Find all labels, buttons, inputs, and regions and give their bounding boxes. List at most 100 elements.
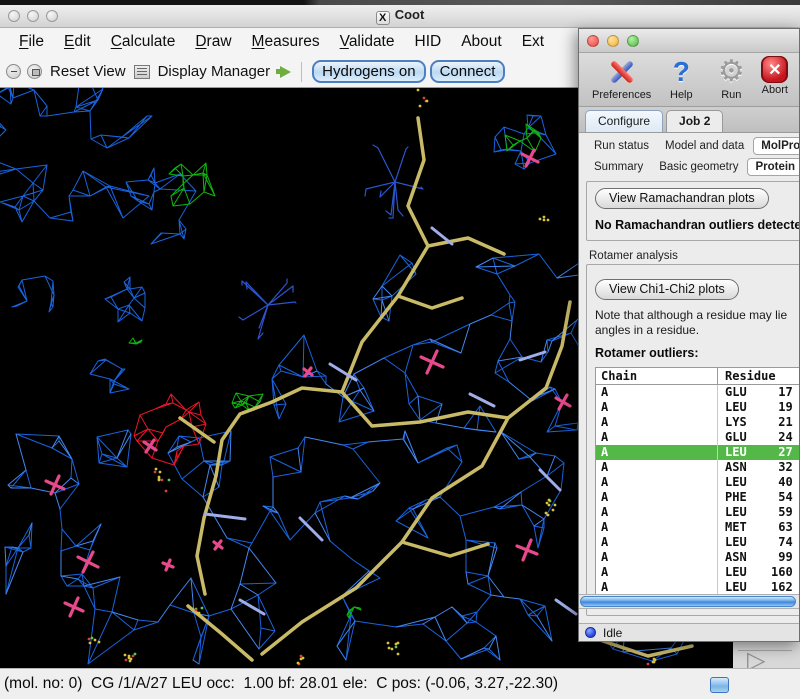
cell-residue: LEU 59 bbox=[718, 505, 793, 520]
tab-protein[interactable]: Protein bbox=[747, 158, 799, 176]
residue-name: ASN bbox=[725, 460, 747, 474]
dialog-close-button[interactable] bbox=[587, 34, 599, 47]
cell-chain: A bbox=[596, 475, 718, 490]
cell-residue: LEU 19 bbox=[718, 400, 793, 415]
residue-number: 19 bbox=[778, 400, 793, 414]
menu-item-edit[interactable]: Edit bbox=[63, 33, 91, 50]
table-row[interactable]: A ASN 99 bbox=[596, 550, 799, 565]
display-manager-button[interactable]: Display Manager bbox=[157, 63, 271, 80]
table-row[interactable]: A LEU 19 bbox=[596, 400, 799, 415]
rotamer-note: Note that although a residue may lie ang… bbox=[595, 308, 788, 337]
horizontal-scrollbar[interactable] bbox=[579, 594, 799, 609]
cell-chain: A bbox=[596, 565, 718, 580]
cell-residue: GLU 17 bbox=[718, 385, 793, 400]
main-status-bar: (mol. no: 0) CG /1/A/27 LEU occ: 1.00 bf… bbox=[0, 668, 800, 699]
close-button[interactable] bbox=[8, 10, 20, 22]
residue-number: 27 bbox=[778, 445, 793, 459]
table-row-selected[interactable]: A LEU 27 bbox=[596, 445, 799, 460]
atom-status-text: (mol. no: 0) CG /1/A/27 LEU occ: 1.00 bf… bbox=[4, 675, 558, 692]
toggle-connect[interactable]: Connect bbox=[429, 60, 506, 83]
tab-basic-geometry[interactable]: Basic geometry bbox=[659, 161, 739, 173]
nav-back-icon[interactable] bbox=[6, 64, 21, 79]
cell-residue: LEU 40 bbox=[718, 475, 793, 490]
help-icon: ? bbox=[672, 56, 690, 87]
cell-residue: MET 63 bbox=[718, 520, 793, 535]
menu-item-file[interactable]: File bbox=[19, 33, 44, 50]
background-window-edge bbox=[0, 0, 800, 5]
residue-name: LEU bbox=[725, 535, 747, 549]
play-triangle-icon[interactable]: ▷ bbox=[747, 647, 766, 674]
tab-molprobit[interactable]: MolProbit bbox=[753, 137, 799, 155]
residue-name: ASN bbox=[725, 550, 747, 564]
tab-configure[interactable]: Configure bbox=[585, 110, 664, 132]
rotamer-frame: View Chi1-Chi2 plots Note that although … bbox=[586, 264, 799, 616]
table-row[interactable]: A PHE 54 bbox=[596, 490, 799, 505]
dialog-toolbar-run[interactable]: ⚙ Run bbox=[708, 55, 754, 102]
tab-summary[interactable]: Summary bbox=[594, 161, 644, 173]
table-row[interactable]: A LEU 74 bbox=[596, 535, 799, 550]
green-arrow-icon[interactable] bbox=[276, 65, 292, 78]
residue-number: 24 bbox=[778, 430, 793, 444]
table-row[interactable]: A ASN 32 bbox=[596, 460, 799, 475]
rotamer-outliers-table: Chain Residue A GLU 17 A LEU 19 A LYS 21 A GLU 24 A L… bbox=[595, 367, 799, 596]
cell-chain: A bbox=[596, 550, 718, 565]
validation-dialog: Preferences?Help⚙Run✕AbortA ConfigureJob… bbox=[578, 28, 800, 642]
residue-name: LEU bbox=[725, 475, 747, 489]
cell-chain: A bbox=[596, 430, 718, 445]
nav-stop-icon[interactable] bbox=[27, 64, 42, 79]
dialog-zoom-button[interactable] bbox=[627, 34, 639, 47]
residue-name: LYS bbox=[725, 415, 747, 429]
menu-item-validate[interactable]: Validate bbox=[339, 33, 395, 50]
table-row[interactable]: A LYS 21 bbox=[596, 415, 799, 430]
residue-number: 32 bbox=[778, 460, 793, 474]
status-orb-icon bbox=[585, 627, 596, 638]
dialog-toolbar-preferences[interactable]: Preferences bbox=[585, 56, 658, 101]
view-chi1-chi2-plots-button[interactable]: View Chi1-Chi2 plots bbox=[595, 279, 739, 300]
table-row[interactable]: A LEU 40 bbox=[596, 475, 799, 490]
menu-item-about[interactable]: About bbox=[461, 33, 502, 50]
view-ramachandran-plots-button[interactable]: View Ramachandran plots bbox=[595, 188, 769, 209]
residue-number: 40 bbox=[778, 475, 793, 489]
divider bbox=[738, 650, 792, 651]
notebook-tabs-level2: Run status Model and data MolProbit bbox=[579, 133, 799, 158]
menu-item-calculate[interactable]: Calculate bbox=[110, 33, 176, 50]
dialog-minimize-button[interactable] bbox=[607, 34, 619, 47]
display-manager-icon[interactable] bbox=[133, 64, 150, 79]
menu-item-measures[interactable]: Measures bbox=[251, 33, 320, 50]
scrollbar-thumb[interactable] bbox=[580, 596, 796, 607]
table-row[interactable]: A GLU 24 bbox=[596, 430, 799, 445]
zoom-button[interactable] bbox=[46, 10, 58, 22]
toolbar-item-label: Run bbox=[721, 89, 742, 101]
tab-model-and-data[interactable]: Model and data bbox=[664, 140, 745, 152]
reset-view-button[interactable]: Reset View bbox=[50, 63, 126, 80]
dialog-toolbar-help[interactable]: ? Help bbox=[658, 56, 704, 101]
menu-item-ext[interactable]: Ext bbox=[521, 33, 545, 50]
residue-number: 74 bbox=[778, 535, 793, 549]
toggle-hydrogens-on[interactable]: Hydrogens on bbox=[312, 60, 426, 83]
gear-icon: ⚙ bbox=[717, 55, 745, 88]
dialog-status-bar: Idle bbox=[579, 623, 799, 641]
menu-item-hid[interactable]: HID bbox=[414, 33, 442, 50]
menu-item-draw[interactable]: Draw bbox=[195, 33, 232, 50]
column-header-chain[interactable]: Chain bbox=[596, 367, 718, 385]
column-header-residue[interactable]: Residue bbox=[725, 368, 776, 383]
table-row[interactable]: A LEU 162 bbox=[596, 580, 799, 595]
dialog-toolbar-abort[interactable]: ✕ Abort bbox=[754, 56, 795, 96]
residue-number: 160 bbox=[771, 565, 793, 579]
table-row[interactable]: A GLU 17 bbox=[596, 385, 799, 400]
table-row[interactable]: A LEU 160 bbox=[596, 565, 799, 580]
toolbar-item-label: Help bbox=[670, 89, 693, 101]
table-row[interactable]: A MET 63 bbox=[596, 520, 799, 535]
tab-job-2[interactable]: Job 2 bbox=[666, 110, 724, 132]
cell-chain: A bbox=[596, 505, 718, 520]
residue-name: PHE bbox=[725, 490, 747, 504]
status-blue-indicator[interactable] bbox=[710, 677, 729, 693]
toolbar-item-label: Abort bbox=[761, 84, 788, 96]
residue-number: 63 bbox=[778, 520, 793, 534]
table-header-row: Chain Residue bbox=[596, 367, 799, 385]
minimize-button[interactable] bbox=[27, 10, 39, 22]
tab-run-status[interactable]: Run status bbox=[594, 140, 649, 152]
table-row[interactable]: A LEU 59 bbox=[596, 505, 799, 520]
rotamer-outliers-label: Rotamer outliers: bbox=[595, 346, 699, 360]
